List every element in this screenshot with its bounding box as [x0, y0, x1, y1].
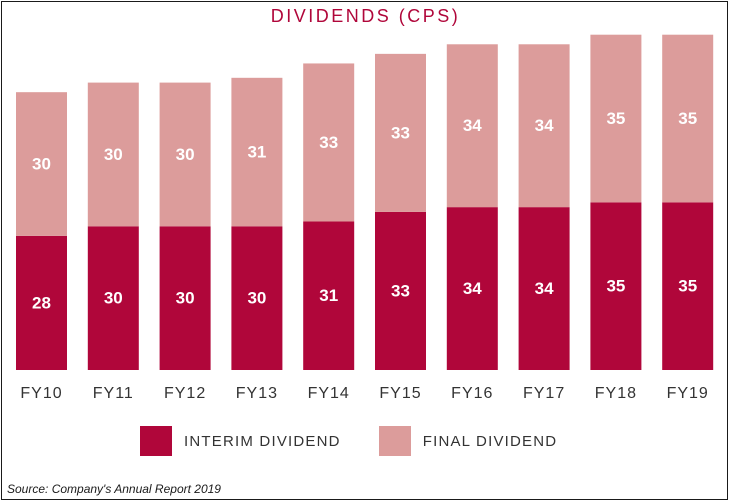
chart-title: DIVIDENDS (CPS): [270, 6, 461, 26]
bar-final-fy14: [303, 63, 355, 222]
x-tick-label-fy12: FY12: [164, 385, 206, 402]
data-label-final-fy15: 33: [391, 123, 410, 142]
legend-swatch-interim: [140, 426, 172, 456]
bar-interim-fy16: [446, 207, 498, 370]
data-label-interim-fy19: 35: [678, 277, 697, 296]
x-tick-label-fy14: FY14: [308, 385, 350, 402]
data-label-interim-fy10: 28: [32, 293, 51, 312]
legend-item-interim: INTERIM DIVIDEND: [140, 426, 341, 456]
bar-final-fy18: [590, 34, 642, 203]
bar-final-fy19: [662, 34, 714, 203]
bar-interim-fy14: [303, 221, 355, 370]
bar-interim-fy15: [375, 211, 426, 370]
bar-final-fy16: [446, 44, 498, 208]
data-label-final-fy16: 34: [463, 116, 482, 135]
bar-interim-fy19: [662, 202, 714, 370]
legend-item-final: FINAL DIVIDEND: [378, 426, 558, 456]
data-label-final-fy10: 30: [32, 155, 51, 174]
data-label-interim-fy11: 30: [104, 289, 123, 308]
data-label-interim-fy12: 30: [176, 289, 195, 308]
data-label-final-fy13: 31: [247, 143, 266, 162]
data-label-interim-fy16: 34: [463, 279, 482, 298]
bar-final-fy12: [159, 82, 211, 227]
bar-final-fy17: [518, 44, 570, 208]
data-label-final-fy19: 35: [678, 109, 697, 128]
data-label-interim-fy17: 34: [535, 279, 554, 298]
x-tick-label-fy16: FY16: [451, 385, 493, 402]
x-tick-label-fy18: FY18: [595, 385, 637, 402]
legend: INTERIM DIVIDEND FINAL DIVIDEND: [140, 425, 595, 457]
bar-interim-fy13: [231, 226, 283, 370]
bar-interim-fy11: [87, 226, 139, 370]
bar-final-fy15: [375, 53, 426, 212]
source-note: Source: Company's Annual Report 2019: [7, 482, 221, 496]
x-tick-label-fy13: FY13: [236, 385, 278, 402]
bar-final-fy10: [16, 92, 67, 236]
data-label-final-fy14: 33: [319, 133, 338, 152]
x-tick-label-fy15: FY15: [379, 385, 421, 402]
x-tick-label-fy11: FY11: [93, 385, 134, 402]
bar-interim-fy10: [16, 235, 67, 370]
data-label-final-fy12: 30: [176, 145, 195, 164]
x-tick-label-fy10: FY10: [20, 385, 62, 402]
data-label-interim-fy15: 33: [391, 281, 410, 300]
data-label-final-fy11: 30: [104, 145, 123, 164]
bar-final-fy13: [231, 77, 283, 227]
bar-interim-fy17: [518, 207, 570, 370]
data-label-interim-fy13: 30: [247, 289, 266, 308]
legend-swatch-final: [378, 426, 411, 456]
x-tick-label-fy19: FY19: [667, 385, 709, 402]
data-label-final-fy17: 34: [535, 116, 554, 135]
data-label-final-fy18: 35: [606, 109, 625, 128]
legend-label-interim: INTERIM DIVIDEND: [184, 432, 341, 450]
legend-label-final: FINAL DIVIDEND: [422, 432, 558, 450]
bar-interim-fy12: [159, 226, 211, 370]
data-label-interim-fy14: 31: [319, 286, 338, 305]
bar-final-fy11: [87, 82, 139, 227]
data-label-interim-fy18: 35: [606, 277, 625, 296]
bar-chart: 28 30 FY10 30 30 FY11 30 30 FY12 30 31 FY13 31 33 FY14…: [16, 34, 714, 402]
bar-interim-fy18: [590, 202, 642, 370]
x-tick-label-fy17: FY17: [523, 385, 565, 402]
